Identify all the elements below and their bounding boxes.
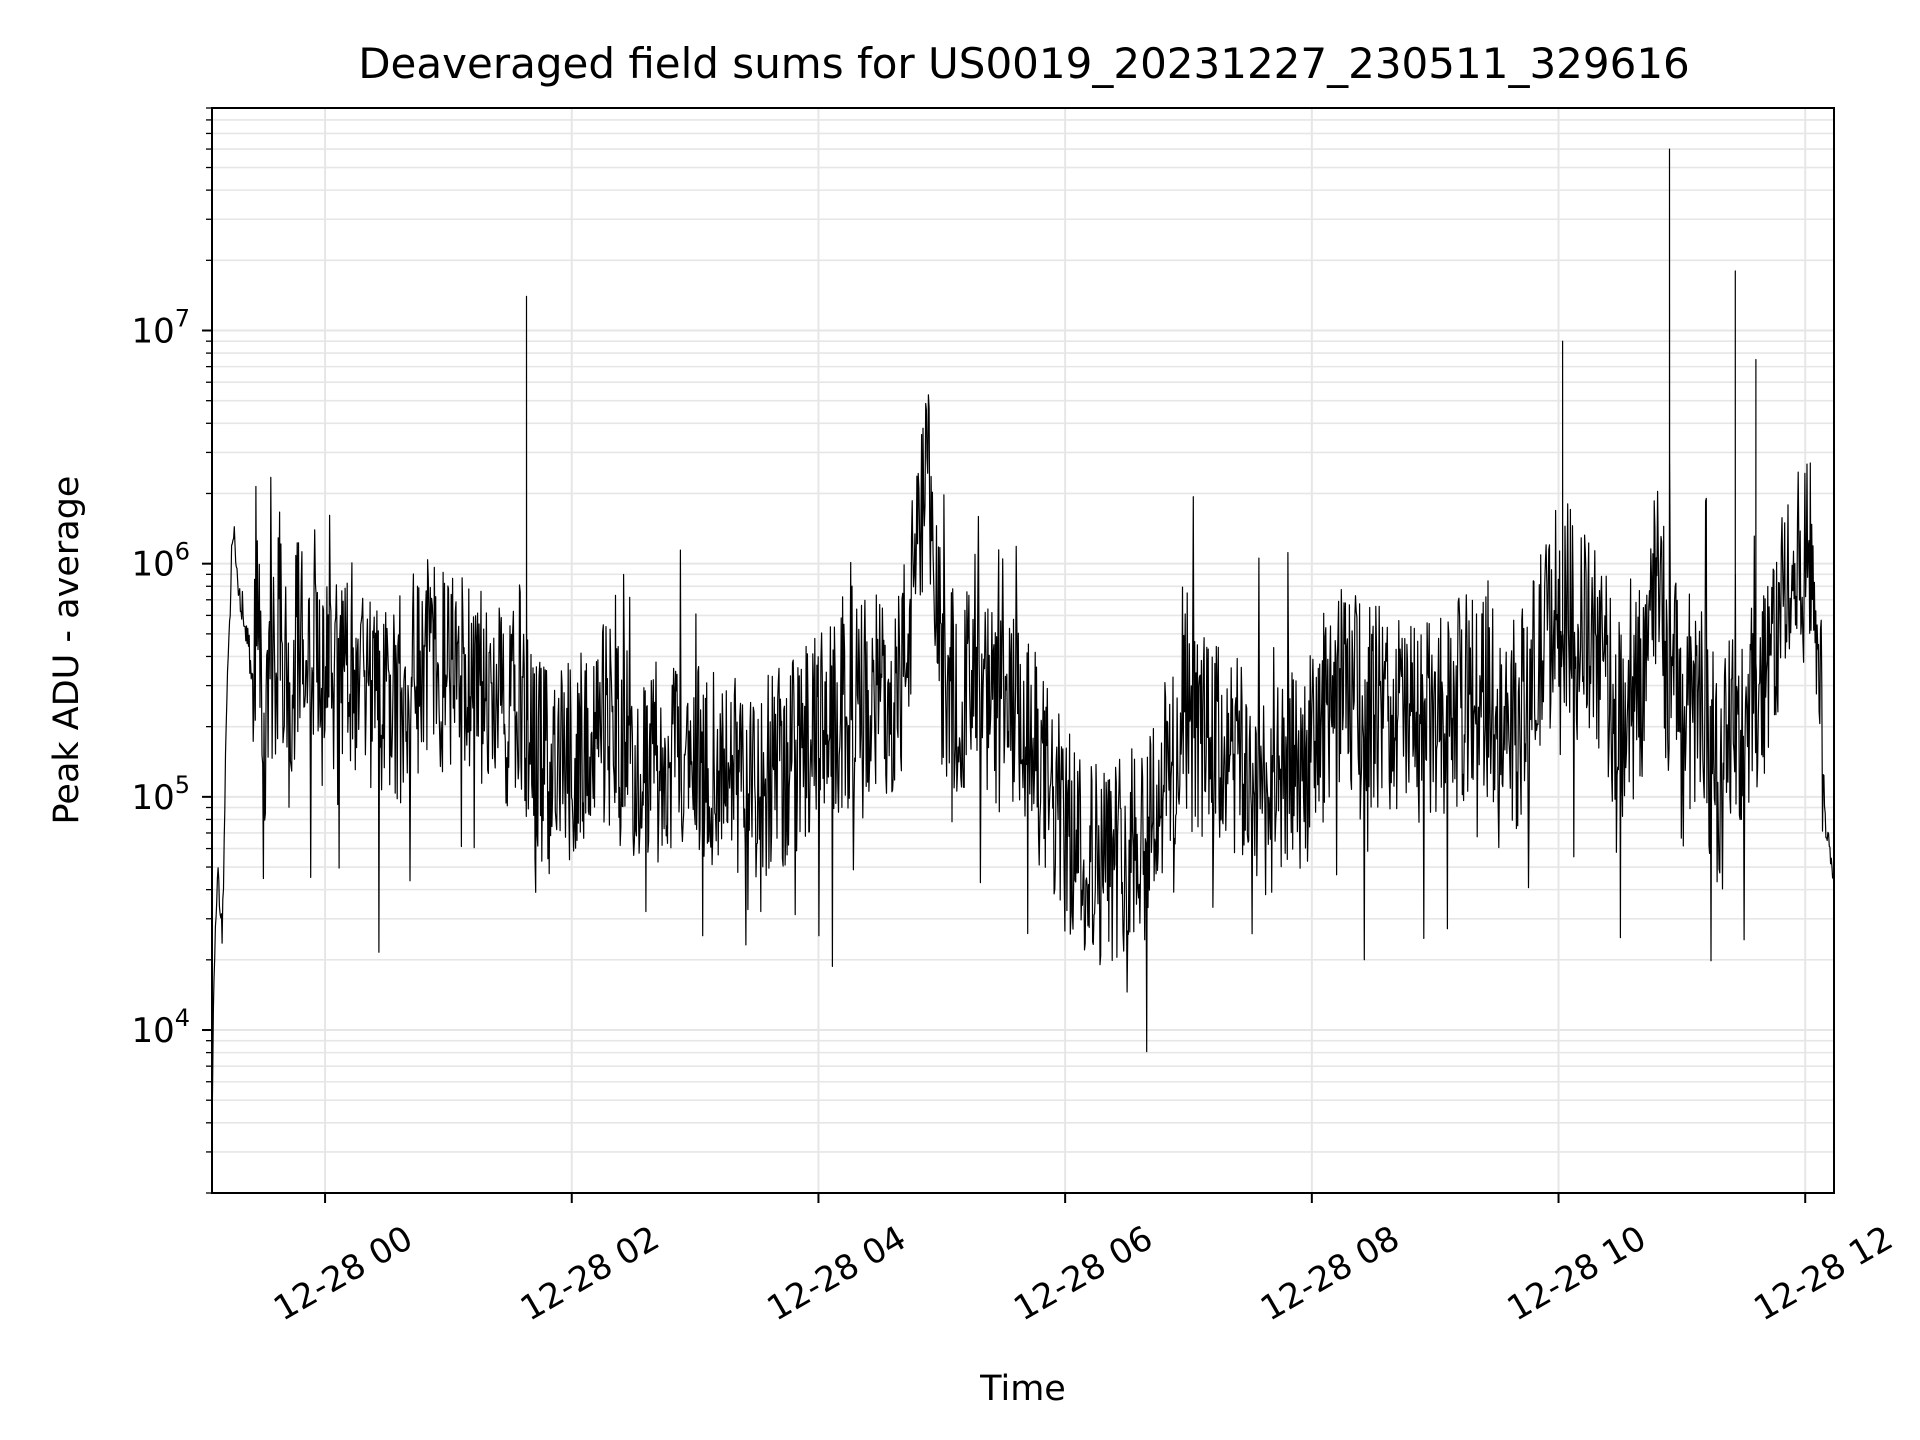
y-tick-label: 107: [131, 305, 190, 352]
plot-area: [211, 148, 1835, 1134]
series-line: [211, 148, 1835, 1134]
y-tick-label: 105: [131, 771, 190, 818]
y-tick-label: 104: [131, 1004, 190, 1051]
axes-frame: [211, 107, 1835, 1194]
y-tick-label: 106: [131, 538, 190, 585]
chart-title: Deaveraged field sums for US0019_2023122…: [358, 39, 1690, 88]
y-axis-label: Peak ADU - average: [47, 476, 87, 825]
x-axis-label: Time: [979, 1369, 1066, 1409]
